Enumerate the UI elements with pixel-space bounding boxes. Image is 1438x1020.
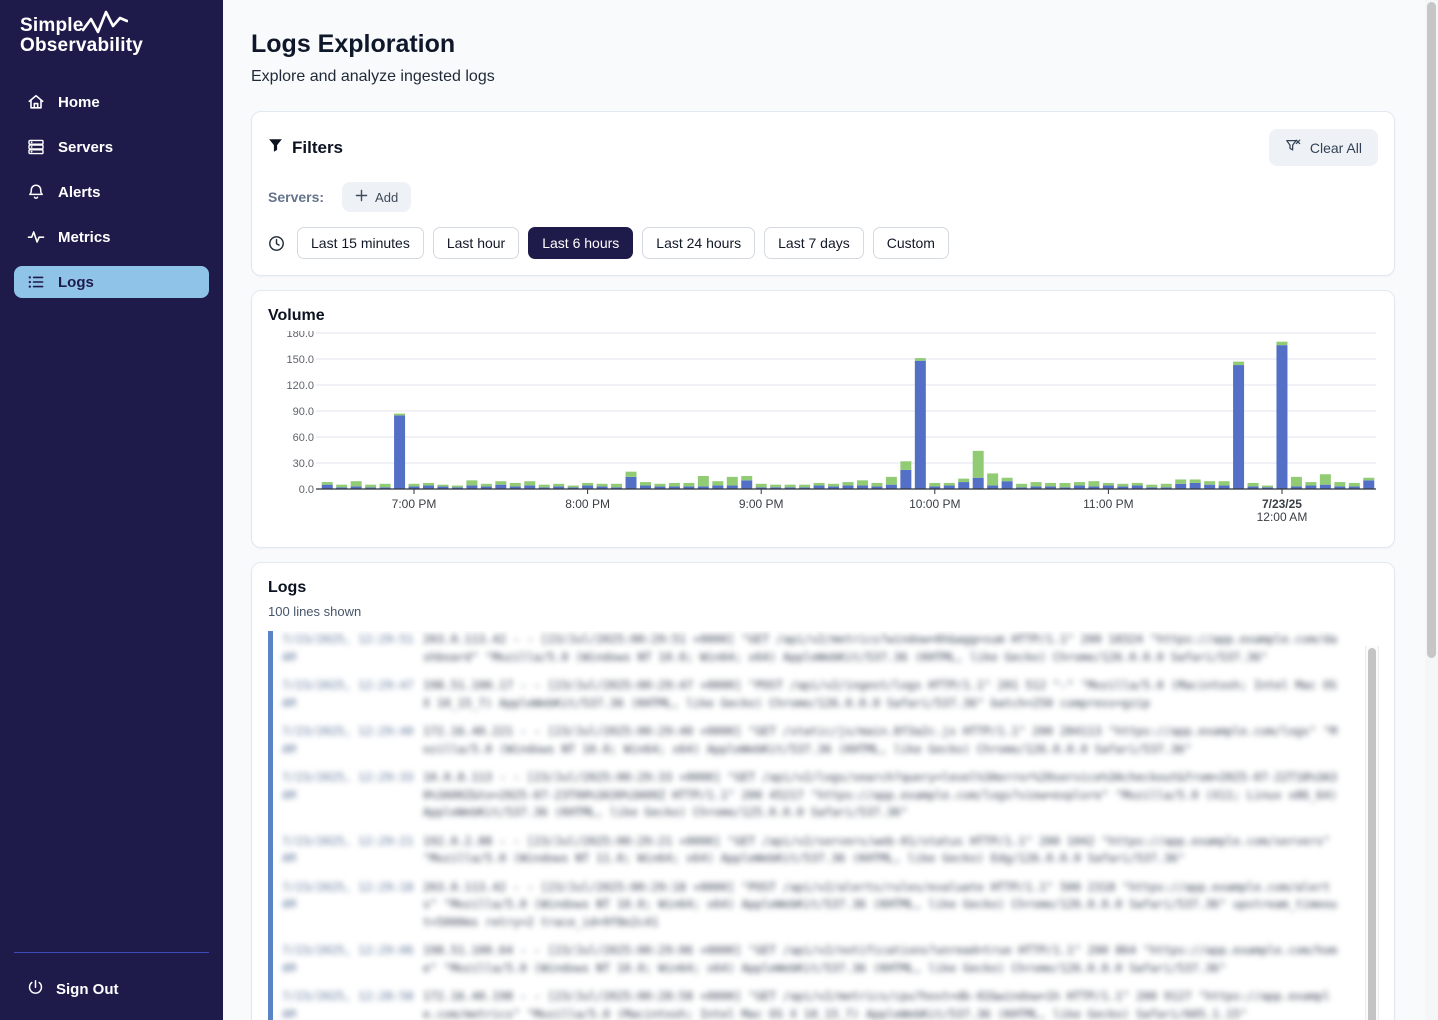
filter-x-icon bbox=[1285, 138, 1301, 157]
sidebar-item-logs[interactable]: Logs bbox=[14, 266, 209, 298]
add-server-button[interactable]: Add bbox=[342, 182, 411, 212]
svg-text:120.0: 120.0 bbox=[286, 380, 314, 392]
bars-primary bbox=[322, 345, 1375, 489]
sign-out-label: Sign Out bbox=[56, 981, 119, 998]
time-range-custom[interactable]: Custom bbox=[873, 227, 949, 259]
logs-title: Logs bbox=[268, 579, 1378, 597]
log-timestamp: 7/23/2025, 12:29:40 AM bbox=[273, 723, 419, 758]
log-row[interactable]: 7/23/2025, 12:29:47 AM198.51.100.17 - - … bbox=[273, 677, 1348, 712]
power-icon bbox=[27, 979, 44, 1000]
sidebar: Simple Observability Home Servers Alerts Me… bbox=[0, 0, 223, 1020]
time-range-last-15-minutes[interactable]: Last 15 minutes bbox=[297, 227, 424, 259]
sign-out-button[interactable]: Sign Out bbox=[0, 979, 223, 1000]
log-row[interactable]: 7/23/2025, 12:29:18 AM203.0.113.42 - - [… bbox=[273, 879, 1348, 932]
svg-text:0.0: 0.0 bbox=[299, 484, 314, 496]
svg-text:60.0: 60.0 bbox=[293, 432, 314, 444]
log-message: 198.51.100.64 - - [23/Jul/2025:00:29:06 … bbox=[419, 942, 1348, 977]
svg-text:30.0: 30.0 bbox=[293, 458, 314, 470]
add-label: Add bbox=[375, 190, 398, 205]
log-timestamp: 7/23/2025, 12:29:18 AM bbox=[273, 879, 419, 932]
lines-shown-label: 100 lines shown bbox=[268, 604, 1378, 619]
log-row[interactable]: 7/23/2025, 12:28:58 AM172.16.40.198 - - … bbox=[273, 988, 1348, 1020]
log-message: 203.0.113.42 - - [23/Jul/2025:00:29:18 +… bbox=[419, 879, 1348, 932]
log-timestamp: 7/23/2025, 12:29:51 AM bbox=[273, 631, 419, 666]
svg-text:150.0: 150.0 bbox=[286, 354, 314, 366]
log-row[interactable]: 7/23/2025, 12:29:21 AM192.0.2.88 - - [23… bbox=[273, 833, 1348, 868]
sidebar-item-label: Logs bbox=[58, 274, 94, 291]
log-message: 203.0.113.42 - - [23/Jul/2025:00:29:51 +… bbox=[419, 631, 1348, 666]
bell-icon bbox=[27, 183, 45, 201]
clock-icon bbox=[268, 235, 285, 252]
page-scrollbar bbox=[1425, 0, 1438, 1020]
logs-scrollbar-thumb[interactable] bbox=[1368, 648, 1376, 1020]
svg-text:10:00 PM: 10:00 PM bbox=[909, 497, 960, 511]
svg-text:90.0: 90.0 bbox=[293, 406, 314, 418]
sidebar-nav: Home Servers Alerts Metrics Logs bbox=[0, 86, 223, 311]
servers-filter-label: Servers: bbox=[268, 189, 324, 205]
log-message: 192.0.2.88 - - [23/Jul/2025:00:29:21 +00… bbox=[419, 833, 1348, 868]
sidebar-divider bbox=[14, 952, 209, 953]
svg-text:7:00 PM: 7:00 PM bbox=[392, 497, 437, 511]
sidebar-item-label: Alerts bbox=[58, 184, 101, 201]
svg-text:12:00 AM: 12:00 AM bbox=[1257, 510, 1308, 524]
plus-icon bbox=[355, 189, 368, 205]
clear-all-label: Clear All bbox=[1310, 140, 1362, 156]
svg-text:11:00 PM: 11:00 PM bbox=[1083, 497, 1133, 511]
logs-scrollbar bbox=[1365, 646, 1379, 1020]
filters-card: Filters Clear All Servers: Add Last 15 m… bbox=[251, 111, 1395, 276]
sidebar-item-servers[interactable]: Servers bbox=[14, 131, 209, 163]
log-timestamp: 7/23/2025, 12:29:21 AM bbox=[273, 833, 419, 868]
time-range-last-hour[interactable]: Last hour bbox=[433, 227, 519, 259]
log-row[interactable]: 7/23/2025, 12:29:40 AM172.16.40.221 - - … bbox=[273, 723, 1348, 758]
sidebar-item-label: Home bbox=[58, 94, 100, 111]
log-row[interactable]: 7/23/2025, 12:29:06 AM198.51.100.64 - - … bbox=[273, 942, 1348, 977]
sidebar-item-alerts[interactable]: Alerts bbox=[14, 176, 209, 208]
home-icon bbox=[27, 93, 45, 111]
log-row[interactable]: 7/23/2025, 12:29:33 AM10.0.8.113 - - [23… bbox=[273, 769, 1348, 822]
log-message: 172.16.40.198 - - [23/Jul/2025:00:28:58 … bbox=[419, 988, 1348, 1020]
filters-title: Filters bbox=[268, 138, 343, 158]
main-content: Logs Exploration Explore and analyze ing… bbox=[223, 0, 1438, 1020]
time-range-last-7-days[interactable]: Last 7 days bbox=[764, 227, 864, 259]
log-timestamp: 7/23/2025, 12:29:33 AM bbox=[273, 769, 419, 822]
log-timestamp: 7/23/2025, 12:29:06 AM bbox=[273, 942, 419, 977]
log-list: 7/23/2025, 12:29:51 AM203.0.113.42 - - [… bbox=[268, 631, 1348, 1020]
list-icon bbox=[27, 273, 45, 291]
log-message: 172.16.40.221 - - [23/Jul/2025:00:29:40 … bbox=[419, 723, 1348, 758]
log-message: 10.0.8.113 - - [23/Jul/2025:00:29:33 +00… bbox=[419, 769, 1348, 822]
svg-text:9:00 PM: 9:00 PM bbox=[739, 497, 784, 511]
bars-secondary bbox=[322, 342, 1375, 488]
logs-card: Logs 100 lines shown 7/23/2025, 12:29:51… bbox=[251, 562, 1395, 1020]
activity-icon bbox=[27, 228, 45, 246]
time-range-last-6-hours[interactable]: Last 6 hours bbox=[528, 227, 633, 259]
clear-all-button[interactable]: Clear All bbox=[1269, 129, 1378, 166]
page-title: Logs Exploration bbox=[251, 30, 1395, 59]
time-range-last-24-hours[interactable]: Last 24 hours bbox=[642, 227, 755, 259]
log-timestamp: 7/23/2025, 12:28:58 AM bbox=[273, 988, 419, 1020]
sidebar-item-home[interactable]: Home bbox=[14, 86, 209, 118]
svg-text:7/23/25: 7/23/25 bbox=[1262, 497, 1302, 511]
page-scrollbar-thumb[interactable] bbox=[1427, 2, 1436, 658]
servers-icon bbox=[27, 138, 45, 156]
volume-card: Volume 0.0 30.0 60.0 90.0 120.0 150.0 180.0 7:0… bbox=[251, 290, 1395, 548]
log-timestamp: 7/23/2025, 12:29:47 AM bbox=[273, 677, 419, 712]
volume-bar-chart: 0.0 30.0 60.0 90.0 120.0 150.0 180.0 7:00 PM 8:0… bbox=[268, 331, 1380, 533]
log-row[interactable]: 7/23/2025, 12:29:51 AM203.0.113.42 - - [… bbox=[273, 631, 1348, 666]
sidebar-item-label: Metrics bbox=[58, 229, 111, 246]
volume-title: Volume bbox=[268, 307, 1378, 325]
svg-text:8:00 PM: 8:00 PM bbox=[565, 497, 610, 511]
page-subtitle: Explore and analyze ingested logs bbox=[251, 68, 1395, 86]
sidebar-item-label: Servers bbox=[58, 139, 113, 156]
filter-icon bbox=[268, 138, 283, 158]
app-logo: Simple Observability bbox=[0, 16, 223, 56]
sidebar-item-metrics[interactable]: Metrics bbox=[14, 221, 209, 253]
svg-text:180.0: 180.0 bbox=[286, 331, 314, 340]
log-message: 198.51.100.17 - - [23/Jul/2025:00:29:47 … bbox=[419, 677, 1348, 712]
waveform-icon bbox=[82, 10, 128, 41]
